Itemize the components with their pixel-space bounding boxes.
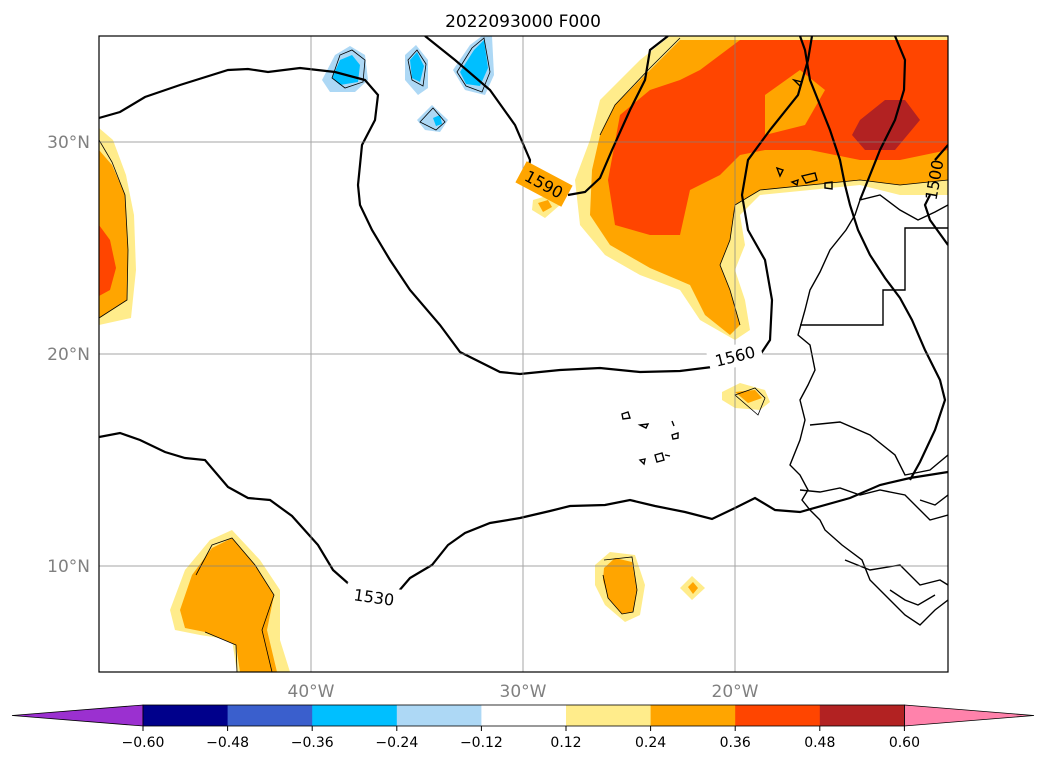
- colorbar-tick-label: −0.60: [122, 735, 165, 751]
- colorbar-tick-label: −0.48: [206, 735, 249, 751]
- anomaly-near-20w-core: [735, 390, 762, 403]
- negative-anomalies: [322, 36, 494, 132]
- gridlines: [99, 36, 948, 672]
- islands: [621, 78, 833, 466]
- coastlines: [789, 194, 948, 626]
- lon-label-40w: 40°W: [288, 682, 335, 702]
- colorbar-segment: [566, 705, 652, 726]
- anomaly-small-north-core: [538, 200, 552, 212]
- colorbar-extend-high: [904, 704, 1035, 727]
- colorbar-outline: [142, 704, 905, 727]
- height-contours: [99, 36, 948, 593]
- colorbar-segment: [312, 705, 398, 726]
- colorbar-tick-label: 0.60: [889, 735, 920, 751]
- colorbar-tick-label: 0.36: [720, 735, 751, 751]
- colorbar-tick-label: 0.24: [635, 735, 666, 751]
- lat-label-20n: 20°N: [47, 345, 90, 365]
- anomaly-outlines: [99, 37, 948, 672]
- colorbar-segment: [650, 705, 736, 726]
- colorbar-segment: [481, 705, 567, 726]
- colorbar-segment: [227, 705, 313, 726]
- anomaly-west-edge: [99, 128, 136, 325]
- colorbar-tick-label: −0.12: [460, 735, 503, 751]
- lon-label-20w: 20°W: [712, 682, 759, 702]
- colorbar-segment: [819, 705, 905, 726]
- lat-label-30n: 30°N: [47, 133, 90, 153]
- colorbar-segment: [735, 705, 821, 726]
- figure-title: 2022093000 F000: [445, 12, 601, 32]
- colorbar-tick-label: −0.36: [291, 735, 334, 751]
- colorbar-extend-low: [11, 704, 144, 727]
- anomaly-south-central: [595, 552, 645, 622]
- colorbar-segment: [396, 705, 482, 726]
- colorbar: −0.60 −0.48 −0.36 −0.24 −0.12 0.12 0.24 0.36 0.4…: [11, 704, 1035, 751]
- lat-label-10n: 10°N: [47, 557, 90, 577]
- colorbar-tick-label: −0.24: [375, 735, 418, 751]
- anomaly-small-south-core: [688, 582, 698, 594]
- colorbar-segment: [143, 705, 229, 726]
- map-area: 1590 1560 1530 1500: [99, 36, 948, 672]
- colorbar-tick-label: 0.12: [550, 735, 581, 751]
- colorbar-tick-label: 0.48: [804, 735, 835, 751]
- lon-label-30w: 30°W: [500, 682, 547, 702]
- map-frame: [98, 35, 949, 673]
